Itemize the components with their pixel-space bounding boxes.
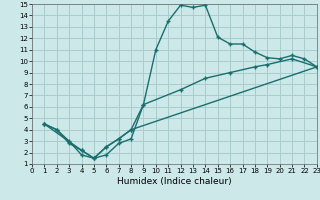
X-axis label: Humidex (Indice chaleur): Humidex (Indice chaleur) <box>117 177 232 186</box>
